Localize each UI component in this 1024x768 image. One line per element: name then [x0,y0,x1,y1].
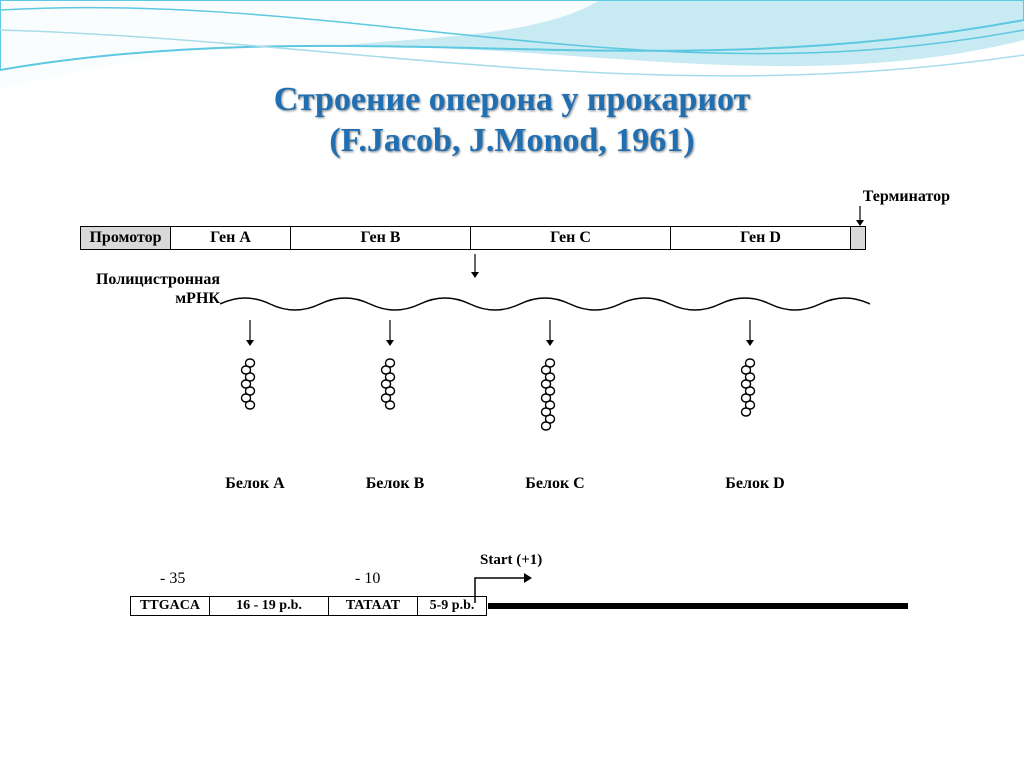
mrna-label-line1: Полицистронная [96,271,220,288]
promoter-segment-3: 5-9 р.b. [417,596,487,616]
protein-squiggle-1 [370,355,410,421]
operon-diagram: Терминатор ПромоторГен AГен BГен CГен D … [80,200,944,660]
terminator-label: Терминатор [863,188,950,206]
operon-segment-4: Ген D [671,227,851,249]
minus35-label: - 35 [160,570,185,588]
arrow-mrna-to-protein-2 [540,318,560,348]
protein-squiggle-0 [230,355,270,421]
protein-squiggle-2 [530,355,570,445]
arrow-mrna-to-protein-3 [740,318,760,348]
operon-segment-1: Ген A [171,227,291,249]
operon-segment-5 [851,227,865,249]
protein-squiggle-3 [730,355,770,429]
minus10-label: - 10 [355,570,380,588]
downstream-dna-line [488,603,908,609]
operon-bar: ПромоторГен AГен BГен CГен D [80,226,866,250]
promoter-bar: TTGACA16 - 19 р.b.TATAAT5-9 р.b. [130,596,486,616]
protein-label-2: Белок C [515,475,595,493]
title-line-1: Строение оперона у прокариот [274,81,751,118]
mrna-wave [220,292,870,316]
arrow-mrna-to-protein-1 [380,318,400,348]
promoter-segment-1: 16 - 19 р.b. [209,596,329,616]
operon-segment-0: Промотор [81,227,171,249]
protein-label-1: Белок B [355,475,435,493]
arrow-mrna-to-protein-0 [240,318,260,348]
terminator-arrow [850,206,870,228]
arrow-operon-to-mrna [465,252,485,280]
protein-label-0: Белок A [215,475,295,493]
title-line-2: (F.Jacob, J.Monod, 1961) [329,122,694,159]
protein-label-3: Белок D [715,475,795,493]
operon-segment-2: Ген B [291,227,471,249]
mrna-label: Полицистронная мРНК [70,270,220,308]
operon-segment-3: Ген C [471,227,671,249]
promoter-segment-2: TATAAT [328,596,418,616]
start-label: Start (+1) [480,552,542,569]
slide-title: Строение оперона у прокариот (F.Jacob, J… [0,80,1024,162]
promoter-segment-0: TTGACA [130,596,210,616]
mrna-label-line2: мРНК [175,290,220,307]
